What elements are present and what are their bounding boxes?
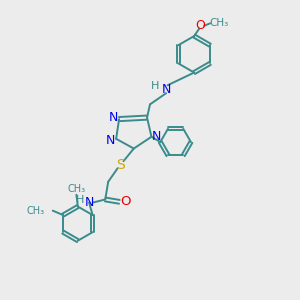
Text: CH₃: CH₃ — [27, 206, 45, 216]
Text: O: O — [120, 195, 130, 208]
Text: N: N — [84, 196, 94, 209]
Text: CH₃: CH₃ — [209, 18, 229, 28]
Text: N: N — [106, 134, 115, 147]
Text: CH₃: CH₃ — [67, 184, 86, 194]
Text: H: H — [151, 81, 160, 91]
Text: O: O — [196, 19, 206, 32]
Text: S: S — [116, 158, 125, 172]
Text: N: N — [109, 111, 119, 124]
Text: N: N — [161, 83, 171, 96]
Text: H: H — [76, 195, 85, 205]
Text: N: N — [152, 130, 161, 143]
